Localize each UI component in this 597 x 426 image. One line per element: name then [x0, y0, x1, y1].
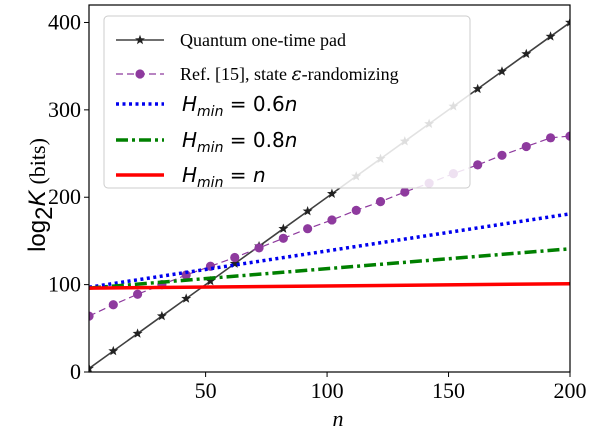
x-axis-label: n	[333, 406, 344, 426]
series-point	[181, 293, 192, 303]
axis-labels: n log2K (bits)	[24, 138, 344, 426]
legend-marker	[135, 69, 145, 79]
legend-label: Hmin = 0.6n	[182, 92, 297, 120]
y-tick-label: 100	[48, 272, 81, 297]
legend-label: Ref. [15], state ε-randomizing	[180, 63, 399, 85]
series-line-3	[89, 247, 570, 290]
series-point	[302, 206, 313, 216]
series-point	[326, 188, 337, 198]
legend-label: Quantum one-time pad	[180, 30, 346, 50]
series-point	[278, 233, 288, 243]
axes: 50 100 150 200 0 100 200 300 400	[48, 4, 587, 403]
series-point	[565, 17, 570, 27]
series-point	[303, 224, 313, 234]
y-axis-label-log: log	[24, 220, 51, 252]
series-point	[278, 223, 289, 233]
series-point	[108, 300, 118, 310]
series-line-2	[89, 212, 570, 289]
series-point	[565, 131, 570, 141]
legend-box	[103, 15, 471, 189]
series-point	[545, 31, 556, 41]
series-point	[497, 150, 507, 160]
y-axis-label-sub: 2	[31, 207, 58, 220]
legend-marker	[135, 34, 145, 45]
legend-label: Hmin = n	[182, 163, 266, 191]
x-tick-label: 150	[432, 378, 465, 403]
series-point	[351, 205, 361, 215]
series-point	[473, 160, 483, 170]
series-point	[108, 345, 119, 356]
legend-item-3: Hmin = 0.8n	[116, 128, 297, 156]
series-point	[327, 215, 337, 225]
plot-frame	[88, 4, 571, 373]
series-point	[545, 133, 556, 143]
x-tick-label: 100	[311, 378, 344, 403]
series-point	[132, 328, 143, 338]
y-axis-label-unit: (bits)	[25, 138, 50, 184]
series-point	[521, 48, 532, 59]
y-axis-label: log2K (bits)	[24, 138, 58, 252]
legend-label: Hmin = 0.8n	[182, 128, 297, 156]
series-3	[89, 247, 570, 290]
series-line-4	[89, 282, 570, 290]
series-point	[181, 270, 191, 280]
legend: Quantum one-time pad Ref. [15], state ε-r…	[103, 15, 471, 191]
x-tick-label: 50	[195, 378, 217, 403]
legend-item-2: Hmin = 0.6n	[116, 92, 297, 120]
series-2	[89, 212, 570, 289]
x-tick-label: 200	[554, 378, 587, 403]
series-point	[156, 310, 167, 321]
series-point	[205, 275, 216, 286]
series-line-1	[89, 135, 570, 317]
series-point	[229, 258, 240, 268]
y-tick-label: 0	[70, 359, 81, 384]
series-1	[89, 131, 570, 321]
series-point	[254, 243, 264, 253]
series-point	[521, 141, 531, 152]
svg-text:log2K(bits): log2K (bits)	[24, 138, 58, 252]
series-point	[472, 83, 483, 94]
legend-item-1: Ref. [15], state ε-randomizing	[116, 63, 399, 85]
plot-area	[89, 17, 570, 372]
legend-item-0: Quantum one-time pad	[116, 30, 346, 50]
series-point	[89, 311, 94, 321]
y-tick-label: 300	[48, 97, 81, 122]
series-4	[89, 282, 570, 290]
series-point	[132, 289, 143, 299]
y-tick-label: 200	[48, 184, 81, 209]
legend-item-4: Hmin = n	[116, 163, 266, 191]
series-point	[89, 363, 94, 372]
series-point	[230, 252, 240, 263]
series-point	[375, 197, 386, 207]
series-point	[400, 187, 410, 197]
series-point	[497, 66, 507, 76]
y-axis-label-var: K	[24, 190, 51, 207]
y-tick-label: 400	[48, 9, 81, 34]
